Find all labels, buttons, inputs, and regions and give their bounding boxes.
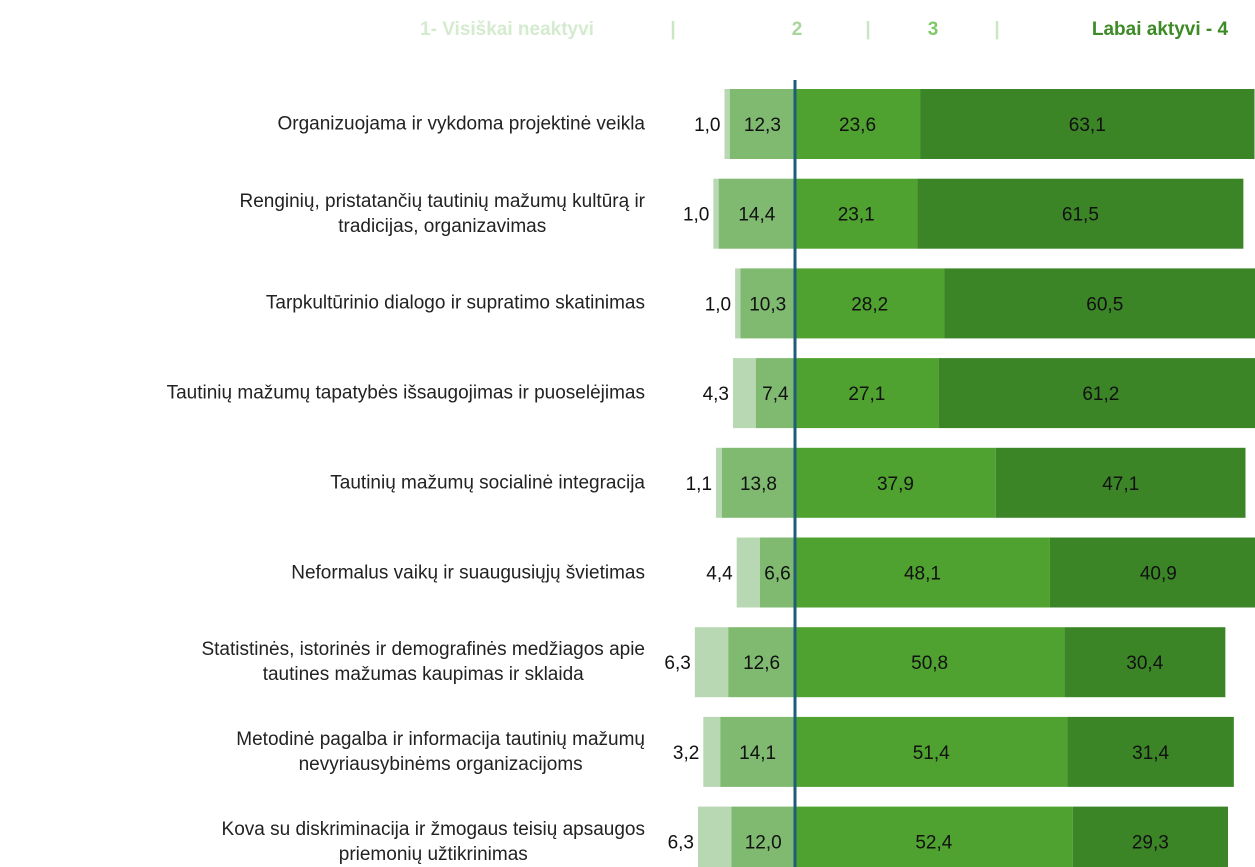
bar-segment: [795, 447, 996, 518]
value-label: 23,6: [839, 115, 876, 136]
value-label: 29,3: [1132, 833, 1169, 854]
value-label: 63,1: [1069, 115, 1106, 136]
value-label: 28,2: [851, 294, 888, 315]
bar-segment: [720, 716, 795, 787]
category-label: Tautinių mažumų tapatybės išsaugojimas i…: [166, 382, 645, 404]
bar-segment: [795, 537, 1050, 608]
legend-label: 3: [928, 19, 939, 40]
bar-segment: [795, 89, 921, 159]
bar-segment: [716, 447, 722, 518]
value-label: 23,1: [838, 205, 875, 226]
bar-segment: [1067, 716, 1234, 787]
value-label: 14,4: [738, 205, 775, 226]
bar-segment: [729, 89, 795, 159]
value-label: 1,1: [686, 474, 712, 495]
value-label: 6,3: [668, 833, 694, 854]
value-label: 27,1: [848, 384, 885, 405]
legend-label: 1- Visiškai neaktyvi: [420, 19, 594, 40]
bar-segment: [755, 358, 795, 429]
value-label: 10,3: [749, 294, 786, 315]
bar-segment: [1072, 806, 1229, 867]
value-label: 47,1: [1102, 474, 1139, 495]
bar-segment: [795, 716, 1068, 787]
category-label: Organizuojama ir vykdoma projektinė veik…: [277, 113, 646, 135]
category-label: Kova su diskriminacija ir žmogaus teisių…: [221, 818, 645, 865]
value-label: 37,9: [877, 474, 914, 495]
bar-segment: [760, 537, 795, 608]
category-label: Neformalus vaikų ir suaugusiųjų švietima…: [291, 562, 645, 583]
legend-label: Labai aktyvi - 4: [1092, 19, 1229, 40]
bar-segment: [795, 178, 918, 249]
bar-segment: [694, 627, 729, 698]
value-label: 52,4: [915, 833, 952, 854]
bar-segment: [917, 178, 1244, 249]
category-label: Renginių, pristatančių tautinių mažumų k…: [239, 190, 645, 237]
category-label: Metodinė pagalba ir informacija tautinių…: [236, 728, 645, 775]
bar-segment: [713, 178, 719, 249]
legend-separator: |: [994, 19, 999, 40]
value-label: 3,2: [673, 743, 699, 764]
category-label: Tarpkultūrinio dialogo ir supratimo skat…: [265, 292, 645, 314]
bar-segment: [944, 268, 1255, 339]
bar-segment: [721, 447, 795, 518]
bar-segment: [735, 268, 741, 339]
value-label: 61,2: [1082, 384, 1119, 405]
bar-segment: [795, 806, 1073, 867]
bar-segment: [736, 537, 761, 608]
value-label: 6,6: [764, 564, 790, 585]
bar-segment: [698, 806, 732, 867]
bar-segment: [724, 89, 730, 159]
value-label: 1,0: [694, 115, 720, 136]
value-label: 60,5: [1086, 294, 1123, 315]
value-label: 61,5: [1062, 205, 1099, 226]
value-label: 30,4: [1126, 653, 1163, 674]
legend-label: 2: [792, 19, 803, 40]
bar-segment: [703, 716, 721, 787]
value-label: 12,3: [744, 115, 781, 136]
value-label: 40,9: [1140, 564, 1177, 585]
value-label: 4,4: [706, 564, 733, 585]
value-label: 4,3: [703, 384, 729, 405]
category-label: Statistinės, istorinės ir demografinės m…: [201, 639, 645, 686]
bar-segment: [1049, 537, 1255, 608]
value-label: 48,1: [904, 564, 941, 585]
value-label: 1,0: [705, 294, 731, 315]
bar-segment: [718, 178, 795, 249]
value-label: 51,4: [913, 743, 950, 764]
value-label: 31,4: [1132, 743, 1169, 764]
value-label: 12,0: [745, 833, 782, 854]
value-label: 7,4: [762, 384, 789, 405]
value-label: 6,3: [664, 653, 690, 674]
value-label: 50,8: [911, 653, 948, 674]
category-label: Tautinių mažumų socialinė integracija: [330, 472, 645, 494]
value-label: 14,1: [739, 743, 776, 764]
bar-segment: [795, 627, 1065, 698]
bar-segment: [1064, 627, 1226, 698]
value-label: 13,8: [740, 474, 777, 495]
bar-segment: [795, 358, 939, 429]
bar-segment: [728, 627, 795, 698]
bar-segment: [795, 268, 945, 339]
bar-segment: [740, 268, 795, 339]
bar-segment: [938, 358, 1255, 429]
bar-segment: [731, 806, 795, 867]
value-label: 1,0: [683, 205, 709, 226]
bar-segment: [995, 447, 1246, 518]
bar-segment: [920, 89, 1255, 159]
value-label: 12,6: [743, 653, 780, 674]
legend-separator: |: [865, 19, 870, 40]
legend-separator: |: [670, 19, 675, 40]
bar-segment: [732, 358, 756, 429]
